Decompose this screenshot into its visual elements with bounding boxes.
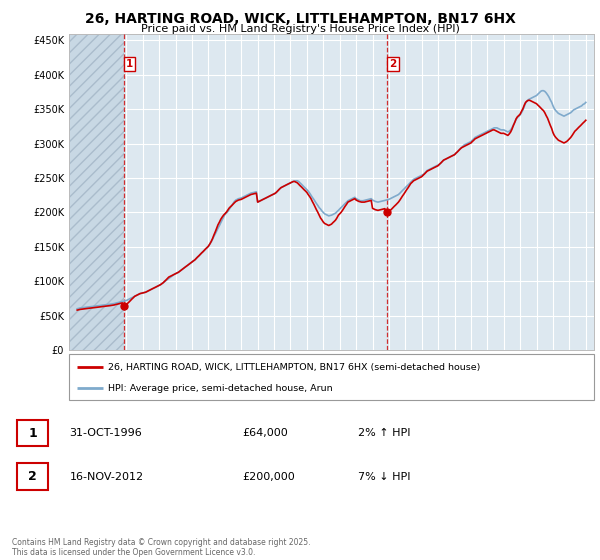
- Text: £64,000: £64,000: [242, 428, 288, 438]
- Text: £200,000: £200,000: [242, 472, 295, 482]
- Text: 2: 2: [389, 59, 397, 69]
- Text: 31-OCT-1996: 31-OCT-1996: [70, 428, 142, 438]
- Text: Contains HM Land Registry data © Crown copyright and database right 2025.
This d: Contains HM Land Registry data © Crown c…: [12, 538, 311, 557]
- Text: HPI: Average price, semi-detached house, Arun: HPI: Average price, semi-detached house,…: [109, 384, 333, 393]
- Text: 1: 1: [126, 59, 133, 69]
- Text: 26, HARTING ROAD, WICK, LITTLEHAMPTON, BN17 6HX (semi-detached house): 26, HARTING ROAD, WICK, LITTLEHAMPTON, B…: [109, 363, 481, 372]
- Text: 7% ↓ HPI: 7% ↓ HPI: [358, 472, 410, 482]
- Text: 16-NOV-2012: 16-NOV-2012: [70, 472, 144, 482]
- Bar: [69, 34, 124, 350]
- Text: 2% ↑ HPI: 2% ↑ HPI: [358, 428, 410, 438]
- Text: 2: 2: [28, 470, 37, 483]
- Text: 1: 1: [28, 427, 37, 440]
- Bar: [17, 420, 48, 446]
- Text: 26, HARTING ROAD, WICK, LITTLEHAMPTON, BN17 6HX: 26, HARTING ROAD, WICK, LITTLEHAMPTON, B…: [85, 12, 515, 26]
- Bar: [17, 464, 48, 489]
- Text: Price paid vs. HM Land Registry's House Price Index (HPI): Price paid vs. HM Land Registry's House …: [140, 24, 460, 34]
